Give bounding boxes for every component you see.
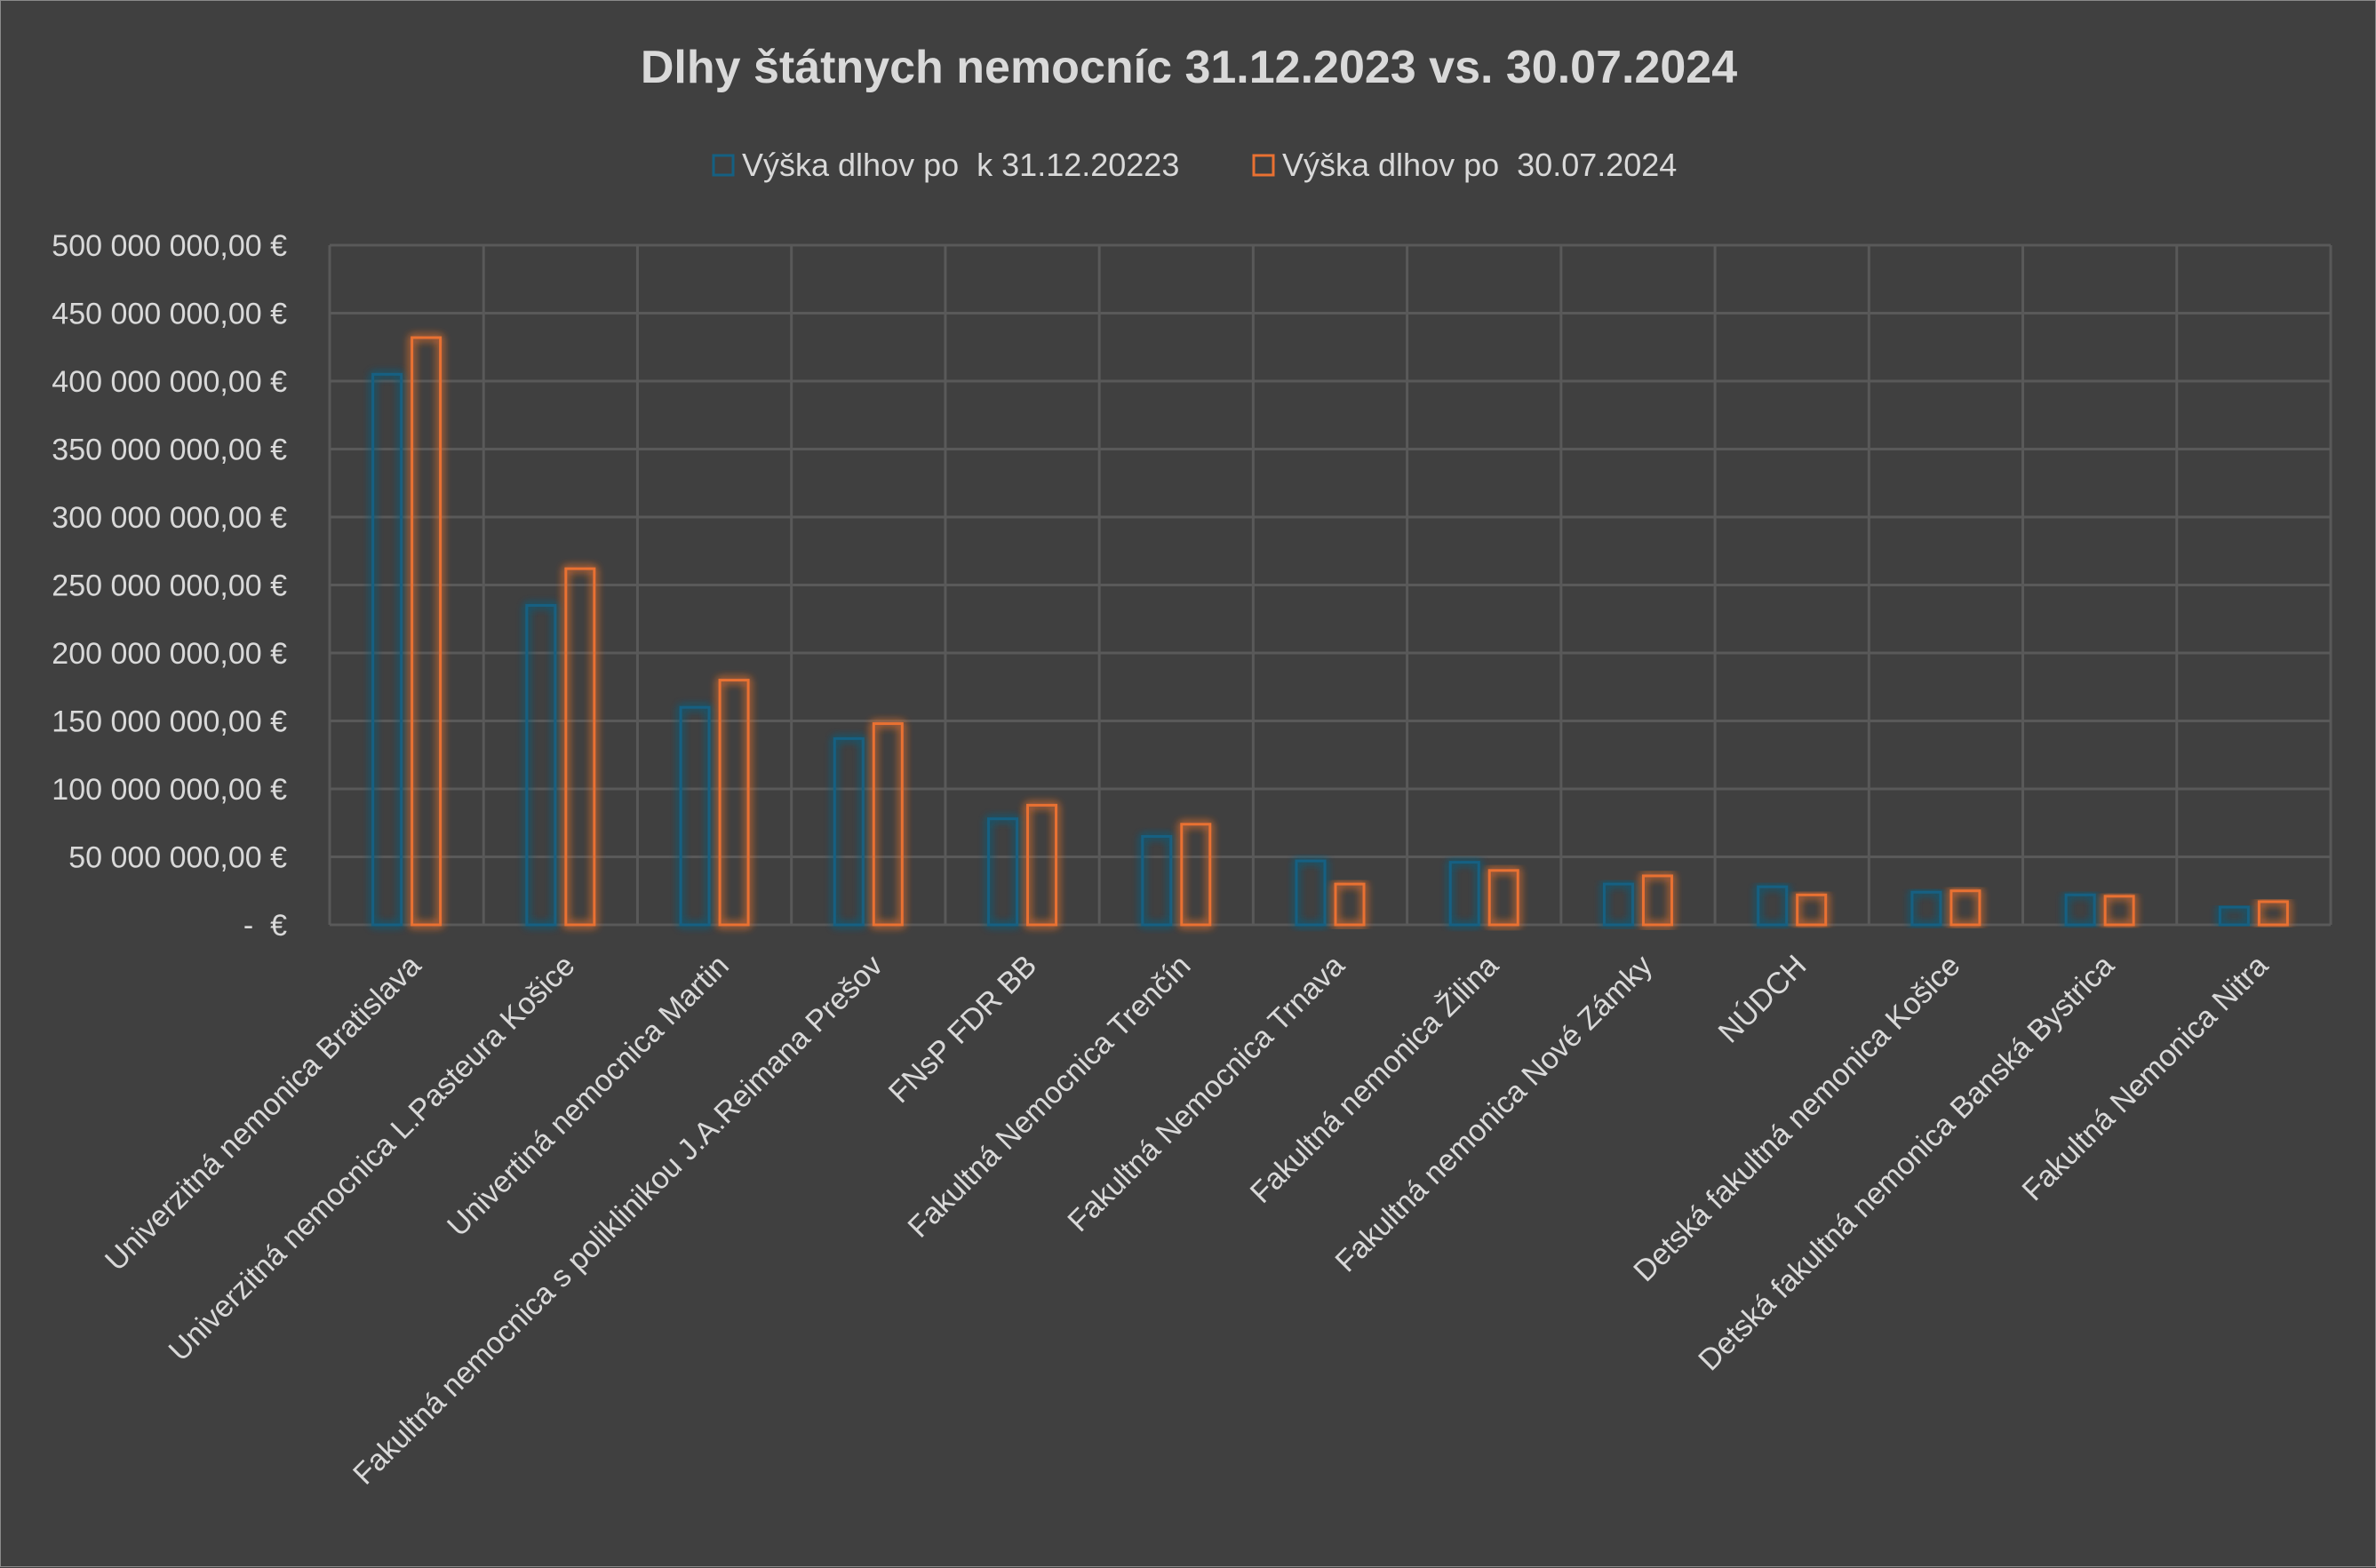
x-axis-categories: Univerzitná nemonica BratislavaUniverzit… <box>99 949 2275 1492</box>
y-axis-ticks: - € 50 000 000,00 € 100 000 000,00 € 150 00… <box>52 229 287 943</box>
x-category-label: Fakultná nemonica Žilina <box>1244 949 1505 1210</box>
y-tick-label: 250 000 000,00 € <box>52 569 287 603</box>
y-tick-label: 500 000 000,00 € <box>52 229 287 263</box>
bar-series-2 <box>2257 900 2289 927</box>
bar-series-2 <box>1949 889 1981 927</box>
y-tick-label: 450 000 000,00 € <box>52 298 287 331</box>
bar-series-1 <box>1602 882 1634 927</box>
bar-series-2 <box>718 679 750 927</box>
legend-swatch-series-1 <box>712 154 735 177</box>
chart-title: Dlhy štátnych nemocníc 31.12.2023 vs. 30… <box>641 42 1737 93</box>
bar-series-1 <box>371 372 403 927</box>
y-tick-label: 150 000 000,00 € <box>52 705 287 739</box>
bar-series-2 <box>872 722 904 927</box>
bar-series-1 <box>2218 905 2250 927</box>
x-category-label: Fakultná Nemocnica Trnava <box>1061 949 1351 1238</box>
y-tick-label: 200 000 000,00 € <box>52 637 287 671</box>
x-category-label: Univertiná nemocnica Martin <box>441 949 736 1244</box>
y-tick-label: 400 000 000,00 € <box>52 365 287 399</box>
y-tick-label: - € <box>243 909 287 943</box>
legend: Výška dlhov po k 31.12.20223 Výška dlhov… <box>712 147 1677 183</box>
y-tick-label: 50 000 000,00 € <box>68 841 287 875</box>
bars <box>371 336 2289 927</box>
gridlines <box>328 243 2332 927</box>
bar-series-1 <box>679 705 711 927</box>
bar-series-2 <box>411 336 443 927</box>
bar-series-1 <box>1757 885 1789 927</box>
bar-series-1 <box>1141 835 1173 927</box>
bar-series-2 <box>2103 895 2135 927</box>
legend-swatch-series-2 <box>1252 154 1275 177</box>
bar-series-2 <box>1487 869 1519 927</box>
bar-series-1 <box>1295 859 1327 927</box>
x-category-label: Detská fakultná nemonica Košice <box>1627 949 1966 1288</box>
bar-series-2 <box>1026 803 1058 927</box>
bar-series-1 <box>525 603 557 927</box>
bar-series-2 <box>1641 874 1673 927</box>
x-category-label: Fakultná Nemonica Nitra <box>2016 949 2275 1207</box>
bar-series-1 <box>2064 893 2096 927</box>
bar-series-2 <box>1796 893 1828 927</box>
x-category-label: Fakultná nemonica Nové Zámky <box>1329 949 1660 1279</box>
y-tick-label: 300 000 000,00 € <box>52 501 287 535</box>
bar-series-2 <box>1180 823 1212 927</box>
y-tick-label: 350 000 000,00 € <box>52 434 287 467</box>
x-category-label: Fakultná nemocnica s poliklinikou J.A.Re… <box>347 949 889 1492</box>
legend-label-series-1: Výška dlhov po k 31.12.20223 <box>742 147 1179 183</box>
x-category-label: FNsP FDR BB <box>882 949 1043 1110</box>
bar-series-2 <box>1334 882 1366 927</box>
x-category-label: NÚDCH <box>1712 949 1814 1050</box>
x-category-label: Fakultná Nemocnica Trenčín <box>902 949 1198 1245</box>
x-category-label: Univerzitná nemonica Bratislava <box>99 949 427 1277</box>
legend-label-series-2: Výška dlhov po 30.07.2024 <box>1282 147 1677 183</box>
bar-series-1 <box>1910 890 1942 927</box>
y-tick-label: 100 000 000,00 € <box>52 773 287 807</box>
bar-series-1 <box>1448 861 1480 927</box>
bar-series-1 <box>833 736 865 927</box>
bar-series-2 <box>564 567 596 927</box>
bar-series-1 <box>987 817 1019 927</box>
